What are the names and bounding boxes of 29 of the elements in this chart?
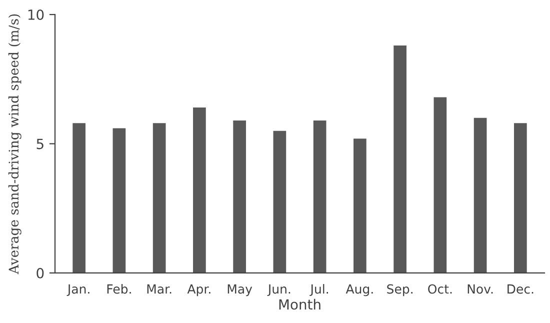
x-tick-label: Dec. <box>508 284 534 294</box>
x-tick-label: Apr. <box>187 284 210 296</box>
bar <box>514 123 527 273</box>
y-tick-label: 0 <box>36 268 44 278</box>
bar <box>394 46 406 273</box>
bar <box>72 123 86 273</box>
x-tick-label: Jun. <box>267 284 290 296</box>
x-tick-label: Nov. <box>468 284 493 294</box>
x-tick-label: Oct. <box>428 284 452 294</box>
x-tick-label: Jul. <box>310 284 328 296</box>
y-tick-label: 10 <box>28 10 44 20</box>
bar <box>152 123 166 273</box>
bar <box>313 120 326 273</box>
x-tick-label: Aug. <box>346 284 373 296</box>
bar <box>273 130 286 273</box>
bar <box>233 120 246 273</box>
x-tick-label: May <box>228 284 252 296</box>
bar <box>193 108 206 273</box>
x-axis-title: Month <box>279 298 320 310</box>
x-tick-label: Mar. <box>147 284 172 294</box>
x-tick-label: Jan. <box>66 284 90 296</box>
bar <box>474 118 487 273</box>
x-tick-label: Feb. <box>107 284 131 294</box>
x-tick-label: Sep. <box>387 284 412 296</box>
bar <box>112 128 126 273</box>
bar <box>434 97 447 273</box>
y-tick-label: 5 <box>36 138 44 150</box>
y-axis-title: Average sand-driving wind speed (m/s) <box>8 14 22 274</box>
bar <box>354 138 366 273</box>
